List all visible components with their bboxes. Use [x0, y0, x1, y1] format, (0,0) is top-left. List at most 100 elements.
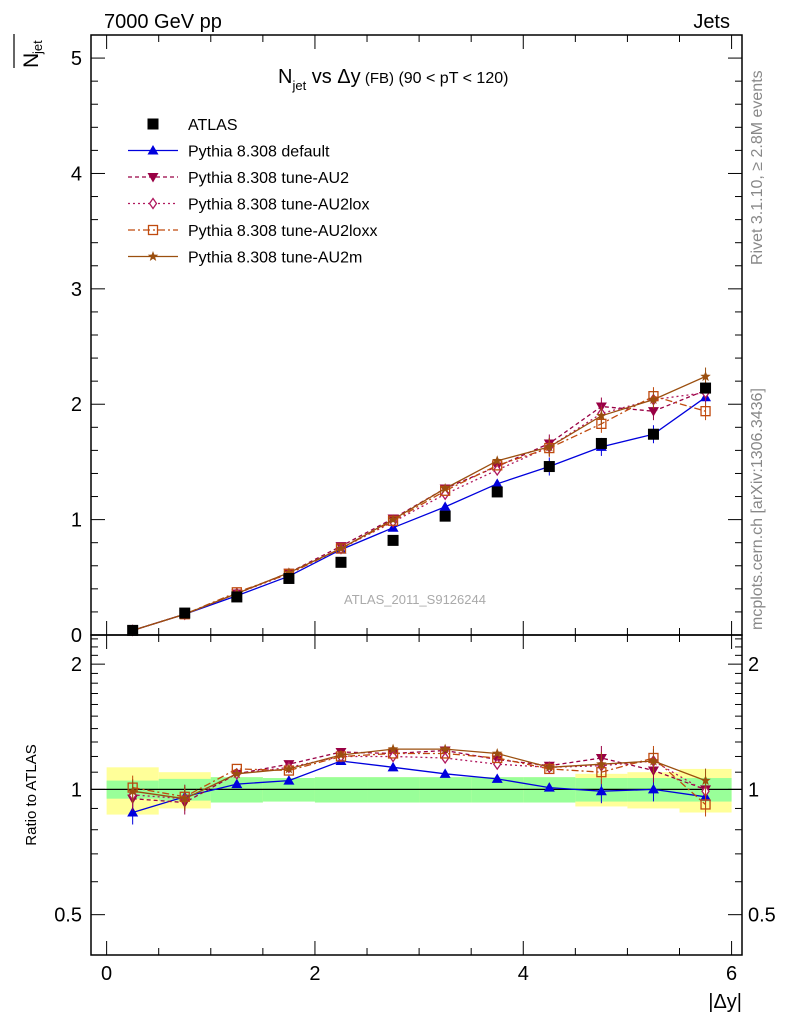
title-vs: vs Δy [306, 66, 360, 88]
ratio-point-AU2m [648, 755, 659, 766]
ratio-xtick-label: 2 [309, 963, 320, 985]
upper-series-line-AU2loxx [132, 395, 706, 632]
legend-marker-default [147, 145, 159, 155]
ratio-series-line-AU2loxx [132, 752, 706, 805]
title-sub: jet [291, 78, 306, 93]
ratio-point-AU2m [491, 747, 503, 758]
ratio-point-AU2m [544, 761, 555, 772]
legend-label-AU2lox: Pythia 8.308 tune-AU2lox [188, 197, 369, 214]
upper-point-ATLAS [700, 382, 712, 394]
rivet-label: Rivet 3.1.10, ≥ 2.8M events [749, 70, 766, 265]
ratio-point-AU2m [283, 763, 295, 774]
upper-point-ATLAS [439, 510, 451, 522]
ratio-frame [90, 634, 743, 956]
ratio-point-default [491, 773, 503, 783]
ratio-ytick-label: 0.5 [54, 905, 82, 927]
title-range: (90 < pT < 120) [394, 70, 508, 87]
ratio-series-line-default [132, 760, 706, 814]
ratio-ytick-label: 1 [71, 779, 82, 801]
upper-point-default [491, 478, 503, 488]
ratio-point-AU2m [439, 743, 451, 754]
upper-series-line-default [132, 396, 706, 632]
ratio-ylabel: Ratio to ATLAS [23, 744, 40, 845]
upper-ylabel: N jet [13, 34, 45, 68]
upper-point-AU2m [648, 394, 659, 405]
legend-label-AU2loxx: Pythia 8.308 tune-AU2loxx [188, 223, 377, 240]
legend-marker-AU2lox [148, 197, 158, 210]
upper-point-AU2m [491, 455, 503, 466]
analysis-watermark: ATLAS_2011_S9126244 [344, 592, 486, 607]
upper-point-ATLAS [647, 428, 659, 440]
upper-point-ATLAS [595, 437, 607, 449]
upper-series-line-AU2m [132, 375, 706, 632]
collision-label: 7000 GeV pp [104, 11, 222, 33]
legend-label-AU2m: Pythia 8.308 tune-AU2m [188, 250, 362, 267]
ratio-point-AU2m [700, 775, 711, 786]
upper-point-AU2m [387, 514, 399, 525]
upper-point-ATLAS [335, 556, 347, 568]
title-small: (FB) [361, 70, 394, 87]
title-main: N [278, 66, 292, 88]
upper-point-AU2m [283, 567, 295, 578]
upper-ytick-label: 3 [71, 279, 82, 301]
ratio-xtick-label: 4 [518, 963, 529, 985]
ratio-point-default [439, 768, 451, 778]
ratio-point-default [595, 785, 607, 796]
legend: ATLAS Pythia 8.308 default Pythia 8.308 tu… [128, 117, 377, 267]
ratio-point-default [647, 783, 659, 794]
xlabel: |Δy| [708, 991, 742, 1013]
upper-ylabel-sub: jet [30, 40, 45, 55]
upper-ytick-label: 1 [71, 510, 82, 532]
ratio-point-default [231, 778, 243, 789]
ratio-point-AU2m [596, 758, 607, 769]
ratio-ytick-label-right: 0.5 [748, 905, 776, 927]
upper-ytick-label: 4 [71, 163, 82, 185]
ratio-xtick-label: 6 [726, 963, 737, 985]
upper-point-ATLAS [283, 572, 295, 584]
legend-marker-AU2loxx [147, 224, 159, 236]
ratio-point-AU2loxx [700, 799, 711, 810]
upper-ytick-label: 5 [71, 48, 82, 70]
ratio-ytick-label: 2 [71, 654, 82, 676]
legend-marker-AU2m [147, 251, 159, 261]
ratio-point-AU2m [231, 768, 243, 779]
upper-point-AU2m [596, 410, 607, 421]
upper-point-ATLAS [231, 591, 243, 603]
ratio-point-default [387, 761, 399, 772]
legend-marker-AU2 [147, 173, 159, 183]
ratio-point-default [283, 775, 295, 785]
legend-label-ATLAS: ATLAS [188, 117, 238, 134]
upper-point-AU2 [647, 407, 659, 417]
ratio-point-AU2m [335, 749, 347, 760]
ratio-point-default [543, 782, 555, 792]
upper-point-AU2m [544, 441, 555, 452]
ratio-ytick-label-right: 1 [748, 779, 759, 801]
upper-ytick-label: 2 [71, 394, 82, 416]
ratio-point-AU2m [127, 785, 138, 796]
upper-point-ATLAS [491, 486, 503, 498]
ratio-ytick-label-right: 2 [748, 654, 759, 676]
ratio-series-line-AU2m [132, 748, 706, 800]
upper-point-ATLAS [179, 607, 191, 619]
ratio-point-default [127, 807, 139, 817]
upper-point-ATLAS [387, 534, 399, 546]
legend-marker-ATLAS [147, 118, 159, 130]
upper-point-AU2m [335, 542, 347, 553]
upper-point-AU2m [439, 482, 451, 493]
upper-point-ATLAS [543, 461, 555, 473]
process-label: Jets [693, 11, 730, 33]
upper-point-default [439, 501, 451, 511]
plot-title: Njet vs Δy (FB) (90 < pT < 120) [278, 66, 508, 93]
ratio-point-AU2m [179, 793, 190, 804]
legend-label-AU2: Pythia 8.308 tune-AU2 [188, 170, 349, 187]
upper-plot: 0 1 2 3 4 5 [71, 34, 743, 647]
upper-point-ATLAS [127, 624, 139, 636]
upper-point-AU2loxx [700, 406, 711, 417]
mcplots-label: mcplots.cern.ch [arXiv:1306.3436] [749, 388, 766, 630]
upper-ytick-label: 0 [71, 625, 82, 647]
ratio-xtick-label: 0 [101, 963, 112, 985]
ratio-point-AU2m [387, 743, 399, 754]
upper-ylabel-main: N [20, 53, 43, 68]
lower-plot: 0.5 0.5 1 1 2 2 0 2 4 6 [54, 634, 776, 985]
